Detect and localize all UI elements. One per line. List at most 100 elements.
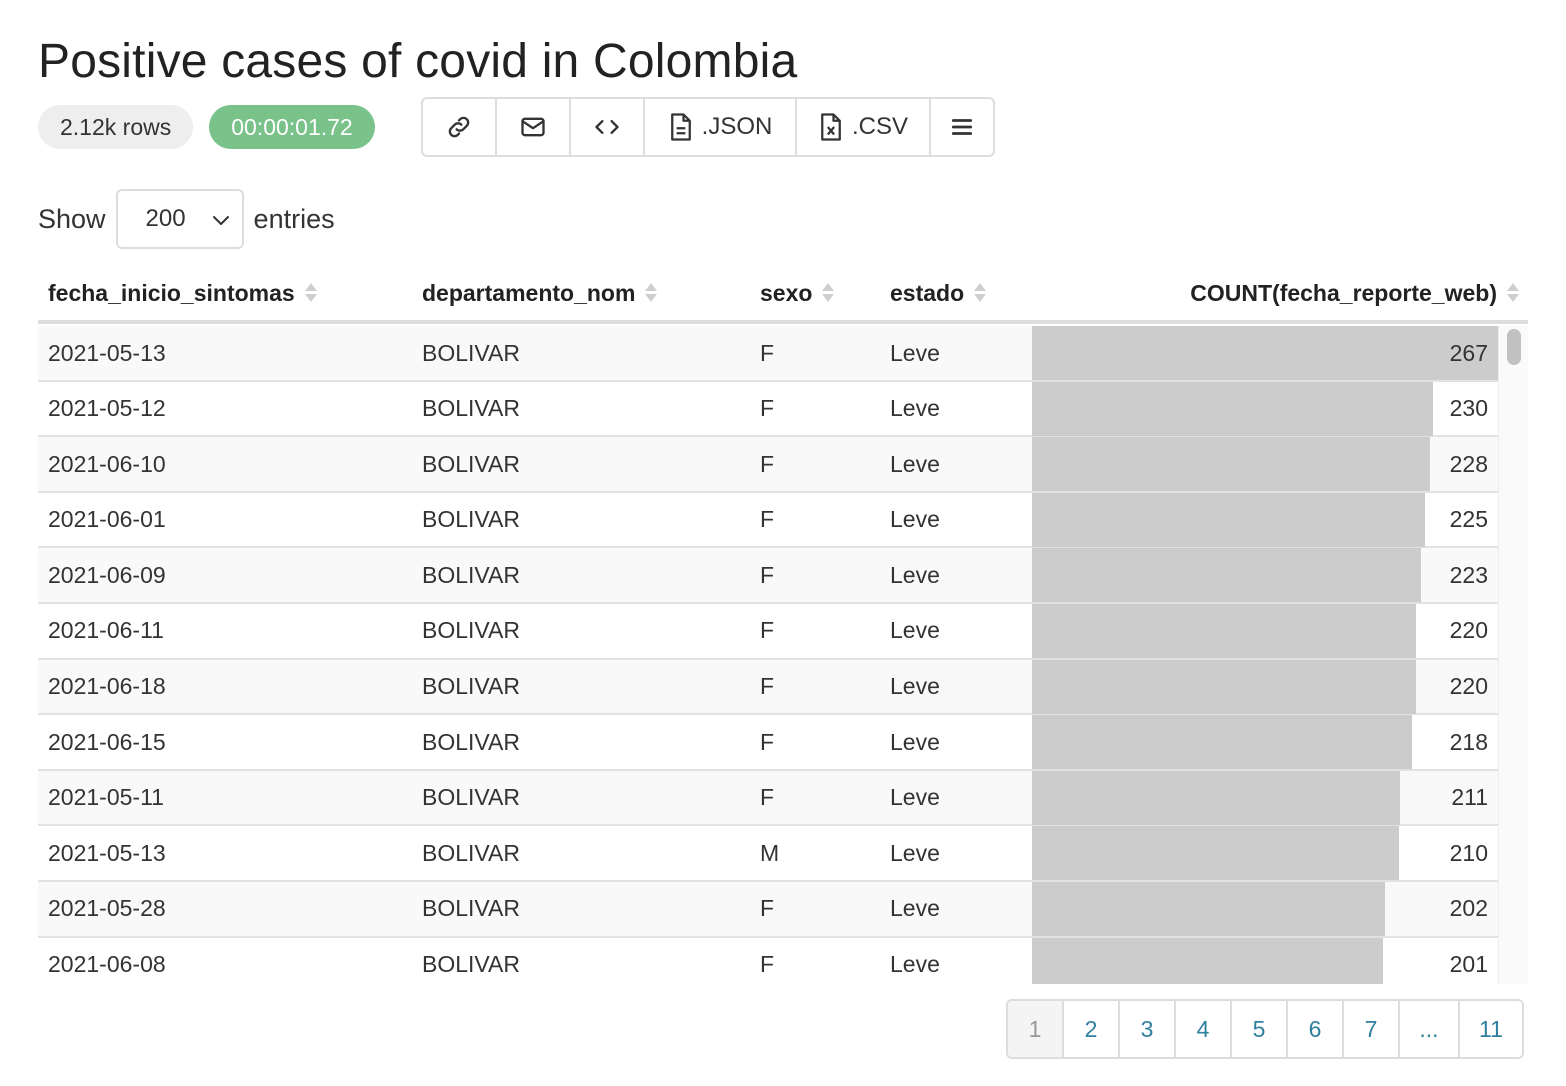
cell-count: 201 (1032, 937, 1498, 984)
table-row: 2021-06-11 BOLIVAR F Leve 220 (38, 603, 1498, 660)
page-button-1[interactable]: 1 (1008, 1001, 1064, 1057)
cell-estado: Leve (890, 784, 940, 811)
cell-fecha-inicio-sintomas: 2021-06-09 (48, 561, 166, 588)
cell-sexo: M (760, 839, 780, 866)
table-row: 2021-06-01 BOLIVAR F Leve 225 (38, 492, 1498, 549)
scrollbar-thumb[interactable] (1507, 329, 1521, 365)
cell-estado: Leve (890, 951, 940, 978)
cell-departamento-nom: BOLIVAR (422, 561, 520, 588)
show-label: Show (38, 203, 106, 234)
embed-code-button[interactable] (571, 99, 645, 155)
cell-fecha-inicio-sintomas: 2021-05-11 (48, 784, 164, 811)
sort-icon (304, 282, 318, 304)
chevron-down-icon (212, 205, 230, 233)
cell-fecha-inicio-sintomas: 2021-05-13 (48, 839, 166, 866)
cell-fecha-inicio-sintomas: 2021-05-13 (48, 339, 166, 366)
export-csv-label: .CSV (851, 113, 908, 140)
sort-icon (973, 282, 987, 304)
cell-count: 230 (1032, 381, 1498, 436)
cell-count: 211 (1032, 770, 1498, 825)
cell-fecha-inicio-sintomas: 2021-06-18 (48, 673, 166, 700)
count-value: 218 (1449, 728, 1488, 755)
cell-departamento-nom: BOLIVAR (422, 506, 520, 533)
entries-per-page-select[interactable]: 200 (115, 189, 244, 249)
count-bar (1032, 659, 1416, 714)
table-row: 2021-05-13 BOLIVAR M Leve 210 (38, 826, 1498, 882)
export-csv-button[interactable]: .CSV (797, 99, 931, 155)
count-bar (1032, 715, 1413, 770)
cell-departamento-nom: BOLIVAR (422, 784, 520, 811)
copy-link-button[interactable] (423, 99, 497, 155)
more-options-button[interactable] (931, 99, 993, 155)
cell-estado: Leve (890, 450, 940, 477)
count-bar (1032, 492, 1425, 547)
cell-fecha-inicio-sintomas: 2021-05-28 (48, 895, 166, 922)
status-badges: 2.12k rows 00:00:01.72 (38, 104, 375, 150)
page-button-2[interactable]: 2 (1064, 1001, 1120, 1057)
cell-count: 267 (1032, 326, 1498, 380)
cell-estado: Leve (890, 617, 940, 644)
count-value: 201 (1449, 951, 1488, 978)
share-email-button[interactable] (497, 99, 571, 155)
cell-departamento-nom: BOLIVAR (422, 450, 520, 477)
page-button-6[interactable]: 6 (1288, 1001, 1344, 1057)
cell-estado: Leve (890, 728, 940, 755)
column-header-departamento-nom[interactable]: departamento_nom (422, 264, 658, 322)
cell-count: 218 (1032, 715, 1498, 770)
table-row: 2021-05-12 BOLIVAR F Leve 230 (38, 381, 1498, 438)
column-header-fecha-inicio-sintomas[interactable]: fecha_inicio_sintomas (48, 264, 318, 322)
cell-sexo: F (760, 506, 775, 533)
cell-count: 223 (1032, 548, 1498, 603)
count-value: 220 (1449, 617, 1488, 644)
count-value: 220 (1449, 673, 1488, 700)
column-header-label: COUNT(fecha_reporte_web) (1190, 279, 1497, 306)
table-row: 2021-06-18 BOLIVAR F Leve 220 (38, 659, 1498, 716)
count-value: 223 (1449, 561, 1488, 588)
table-body: 2021-05-13 BOLIVAR F Leve 267 2021-05-12 BOLIV… (38, 326, 1498, 984)
page-button-7[interactable]: 7 (1344, 1001, 1400, 1057)
cell-sexo: F (760, 673, 775, 700)
cell-departamento-nom: BOLIVAR (422, 395, 520, 422)
cell-departamento-nom: BOLIVAR (422, 839, 520, 866)
cell-estado: Leve (890, 895, 940, 922)
cell-estado: Leve (890, 561, 940, 588)
cell-count: 228 (1032, 437, 1498, 492)
page-button-11[interactable]: 11 (1460, 1001, 1522, 1057)
count-bar (1032, 437, 1430, 492)
cell-sexo: F (760, 395, 775, 422)
column-header-count[interactable]: COUNT(fecha_reporte_web) (1190, 264, 1520, 322)
export-json-button[interactable]: .JSON (645, 99, 797, 155)
count-bar (1032, 826, 1399, 881)
sort-icon (821, 282, 835, 304)
cell-fecha-inicio-sintomas: 2021-06-11 (48, 617, 164, 644)
cell-departamento-nom: BOLIVAR (422, 895, 520, 922)
code-icon (593, 113, 621, 141)
cell-estado: Leve (890, 506, 940, 533)
query-time-badge: 00:00:01.72 (209, 105, 375, 149)
cell-fecha-inicio-sintomas: 2021-06-15 (48, 728, 166, 755)
column-header-label: sexo (760, 279, 813, 306)
table-row: 2021-06-15 BOLIVAR F Leve 218 (38, 715, 1498, 771)
page-button-3[interactable]: 3 (1120, 1001, 1176, 1057)
count-bar (1032, 881, 1385, 936)
file-text-icon (668, 112, 694, 142)
page-button-4[interactable]: 4 (1176, 1001, 1232, 1057)
table-row: 2021-06-10 BOLIVAR F Leve 228 (38, 437, 1498, 493)
count-bar (1032, 326, 1498, 380)
cell-count: 220 (1032, 659, 1498, 714)
cell-sexo: F (760, 617, 775, 644)
results-table: fecha_inicio_sintomas departamento_nom s… (38, 264, 1528, 984)
column-header-estado[interactable]: estado (890, 264, 987, 322)
count-bar (1032, 548, 1422, 603)
count-bar (1032, 770, 1401, 825)
cell-fecha-inicio-sintomas: 2021-06-10 (48, 450, 166, 477)
column-header-label: estado (890, 279, 965, 306)
column-header-sexo[interactable]: sexo (760, 264, 835, 322)
count-bar (1032, 381, 1434, 436)
cell-estado: Leve (890, 395, 940, 422)
column-header-label: departamento_nom (422, 279, 636, 306)
cell-fecha-inicio-sintomas: 2021-05-12 (48, 395, 166, 422)
table-scrollbar[interactable] (1498, 326, 1528, 984)
cell-departamento-nom: BOLIVAR (422, 339, 520, 366)
page-button-5[interactable]: 5 (1232, 1001, 1288, 1057)
